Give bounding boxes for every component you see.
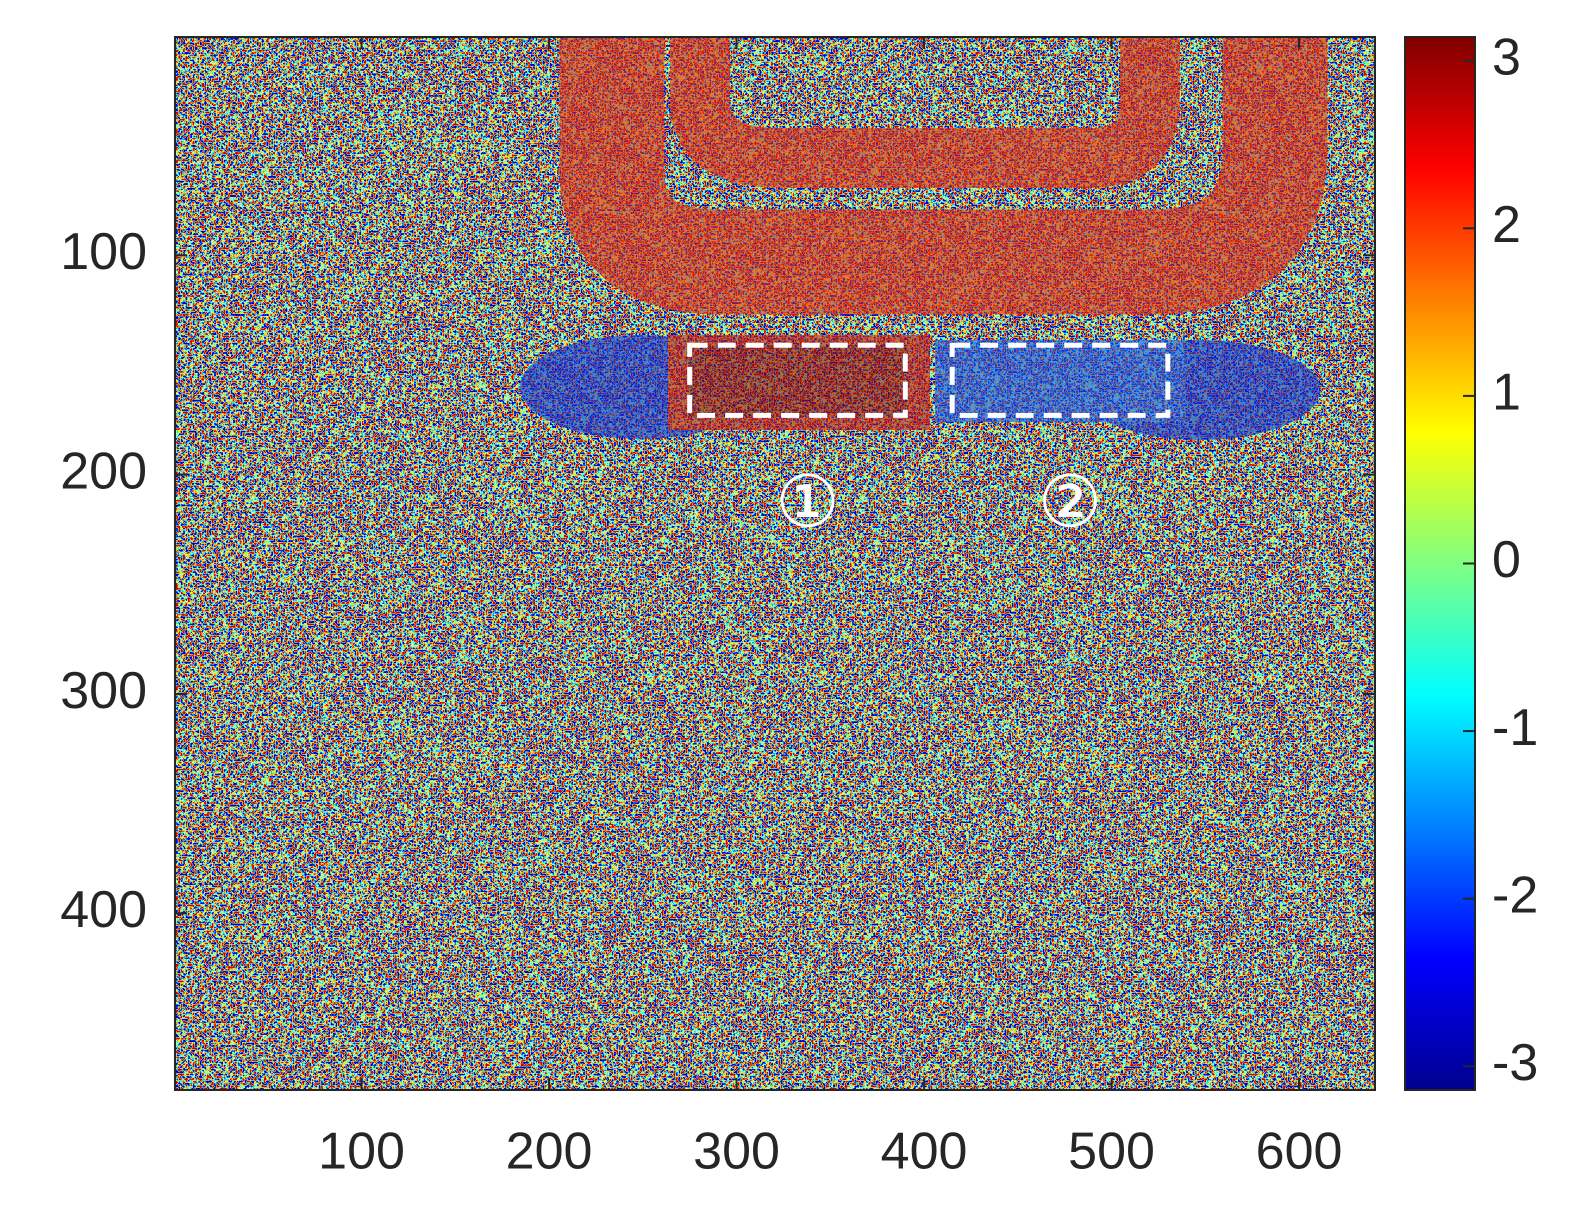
x-tick-label: 500: [1068, 1123, 1155, 1181]
colorbar-tick-label: 0: [1492, 531, 1521, 589]
region-box: [949, 342, 1171, 418]
colorbar-tick-label: -2: [1492, 866, 1538, 924]
y-tick-label: 200: [60, 442, 147, 500]
noise-overlay: [175, 37, 1375, 1090]
colorbar-tick-label: 3: [1492, 28, 1521, 86]
y-tick-label: 300: [60, 662, 147, 720]
axes-box: [174, 36, 1376, 1091]
colorbar-tick-label: -1: [1492, 699, 1538, 757]
y-tick-label: 100: [60, 223, 147, 281]
x-tick-label: 300: [693, 1123, 780, 1181]
chart-marks: 100 200 300 400 500 600 100 200 300 400 -3 -2 -1 0 1 2 3…: [60, 28, 1538, 1180]
region-label: ②: [1038, 459, 1103, 543]
region-label: ①: [775, 459, 840, 543]
region-box: [687, 342, 908, 418]
y-tick-label: 400: [60, 881, 147, 939]
x-tick-label: 200: [506, 1123, 593, 1181]
x-tick-label: 100: [318, 1123, 405, 1181]
phase-image: [175, 37, 1375, 1090]
x-tick-label: 600: [1256, 1123, 1343, 1181]
colorbar-tick-label: -3: [1492, 1034, 1538, 1092]
x-tick-label: 400: [881, 1123, 968, 1181]
colorbar-tick-label: 1: [1492, 364, 1521, 422]
colorbar-tick-label: 2: [1492, 196, 1521, 254]
